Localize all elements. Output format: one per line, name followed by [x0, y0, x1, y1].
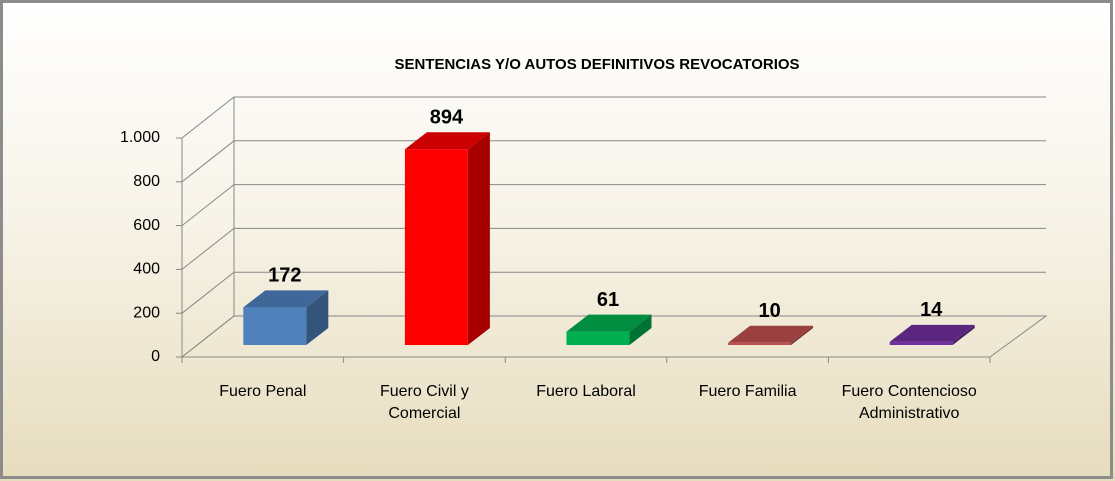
bar-front: [566, 331, 630, 345]
grid-line: [181, 315, 1046, 358]
data-label: 61: [597, 289, 619, 311]
grid-line: [181, 184, 1046, 226]
x-tick-label: Fuero Civil y Comercial: [379, 383, 469, 422]
grid-line: [181, 271, 1046, 314]
y-tick-label: 0: [151, 348, 160, 365]
bar-top: [728, 325, 814, 343]
x-tick-label: Fuero Penal: [219, 383, 307, 400]
grid-line: [181, 227, 1046, 270]
bar-top: [404, 132, 490, 150]
y-tick-label: 1.000: [120, 129, 160, 146]
data-label: 14: [920, 299, 943, 321]
grid-line: [181, 96, 1046, 139]
bar-side: [952, 324, 975, 345]
data-label: 10: [758, 300, 780, 322]
bar-front: [243, 307, 307, 345]
x-tick-label: Fuero Familia: [698, 383, 797, 400]
bar-side: [306, 290, 329, 345]
bar-top: [566, 314, 652, 332]
chart-title: SENTENCIAS Y/O AUTOS DEFINITIVOS REVOCAT…: [394, 56, 799, 73]
y-tick-label: 800: [133, 173, 160, 190]
bar-front: [728, 342, 792, 345]
bar-side: [791, 325, 814, 345]
y-tick-label: 400: [133, 261, 160, 278]
bar-top: [889, 324, 975, 342]
x-tick-label: Fuero Contencioso Administrativo: [841, 383, 977, 422]
grid-line: [181, 140, 1046, 183]
data-label: 894: [430, 106, 464, 128]
bar-top: [243, 290, 329, 308]
data-label: 172: [268, 265, 301, 287]
bar-side: [467, 132, 490, 345]
bar-front: [404, 149, 468, 345]
bar-front: [889, 341, 953, 345]
y-tick-label: 200: [133, 304, 160, 321]
bar-side: [629, 314, 652, 345]
x-tick-label: Fuero Laboral: [536, 383, 636, 400]
y-tick-label: 600: [133, 217, 160, 234]
